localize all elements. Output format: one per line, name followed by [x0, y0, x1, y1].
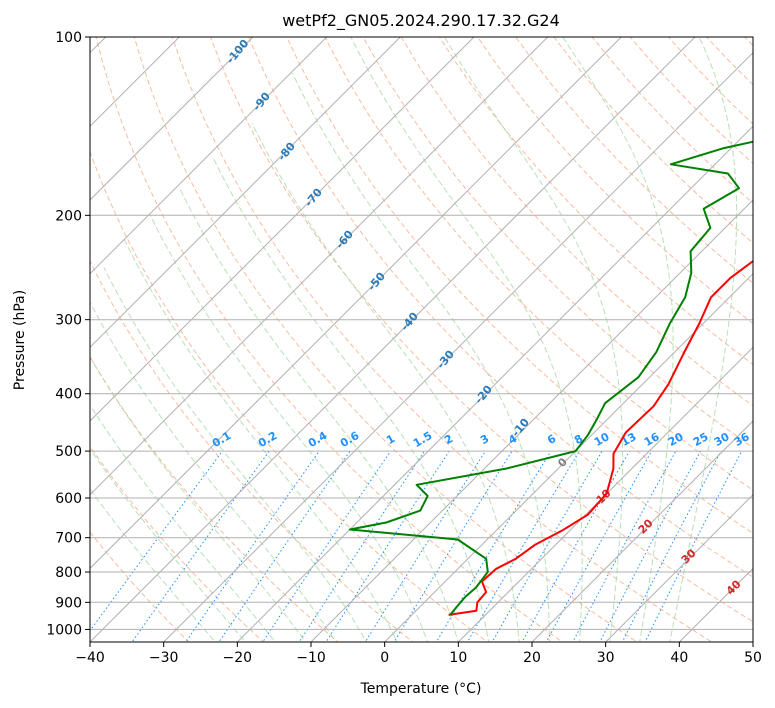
x-tick-label: −40: [75, 650, 105, 666]
isotherm-line: [310, 199, 753, 642]
y-tick-label: 500: [55, 444, 82, 460]
isotherm-line: [236, 125, 753, 642]
temperature-profile: [448, 259, 753, 616]
dry-adiabat-line: [324, 37, 753, 491]
y-tick-label: 1000: [46, 622, 82, 638]
x-tick-label: 40: [670, 650, 688, 666]
moist-adiabat-line: [90, 301, 337, 642]
isotherm-line: [90, 37, 475, 422]
dry-adiabat-line: [438, 37, 753, 366]
moist-adiabat-line: [90, 355, 307, 642]
x-tick-label: 10: [449, 650, 467, 666]
moist-adiabat-line: [212, 157, 490, 642]
isotherm-line: [90, 37, 623, 570]
x-tick-label: −20: [223, 650, 253, 666]
chart-title: wetPf2_GN05.2024.290.17.32.G24: [282, 11, 560, 31]
dry-adiabat-line: [90, 531, 190, 642]
isotherm-line: [162, 51, 753, 642]
plot-frame: [89, 36, 754, 643]
y-tick-label: 200: [55, 208, 82, 224]
isotherm-line: [531, 420, 753, 642]
x-tick-label: 50: [744, 650, 762, 666]
y-tick-label: 600: [55, 491, 82, 507]
sounding-series: [348, 140, 753, 616]
isotherm-line: [457, 346, 753, 642]
isotherms: [90, 37, 753, 642]
moist-adiabat-line: [103, 267, 367, 642]
x-axis-ticks: −40 −30 −20 −10 0 10 20 30 40 50: [75, 642, 762, 666]
moist-adiabat-line: [90, 488, 216, 642]
isotherm-line: [90, 37, 696, 642]
x-tick-label: 20: [523, 650, 541, 666]
y-tick-label: 400: [55, 387, 82, 403]
dewpoint-profile: [348, 140, 753, 616]
y-tick-label: 700: [55, 531, 82, 547]
moist-adiabat-line: [90, 447, 246, 642]
moist-adiabat-line: [124, 239, 398, 642]
isotherm-line: [90, 37, 402, 349]
isotherm-line: [90, 37, 254, 201]
dry-adiabat-line: [400, 37, 753, 407]
plot-area: -100-90-80-70-60-50-40-30-20-100.1 0.2 0.4…: [90, 37, 753, 642]
moist-adiabat-line: [669, 37, 738, 642]
y-tick-label: 300: [55, 313, 82, 329]
isotherm-line: [604, 493, 753, 642]
isotherm-line: [90, 37, 328, 275]
y-tick-label: 900: [55, 595, 82, 611]
y-tick-label: 100: [55, 30, 82, 46]
x-tick-label: 0: [380, 650, 389, 666]
isobars: [90, 37, 753, 630]
isotherm-line: [90, 37, 549, 496]
x-axis-label: Temperature (°C): [360, 681, 482, 697]
y-axis-ticks: 100 200 300 400 500 600 700 800 900 1000: [46, 30, 90, 638]
dry-adiabat-line: [171, 37, 713, 642]
isotherm-line: [383, 272, 753, 642]
x-tick-label: 30: [597, 650, 615, 666]
x-tick-label: −10: [296, 650, 326, 666]
x-tick-label: −30: [149, 650, 179, 666]
moist-adiabat-line: [291, 72, 550, 642]
y-tick-label: 800: [55, 565, 82, 581]
y-axis-label: Pressure (hPa): [12, 290, 28, 390]
